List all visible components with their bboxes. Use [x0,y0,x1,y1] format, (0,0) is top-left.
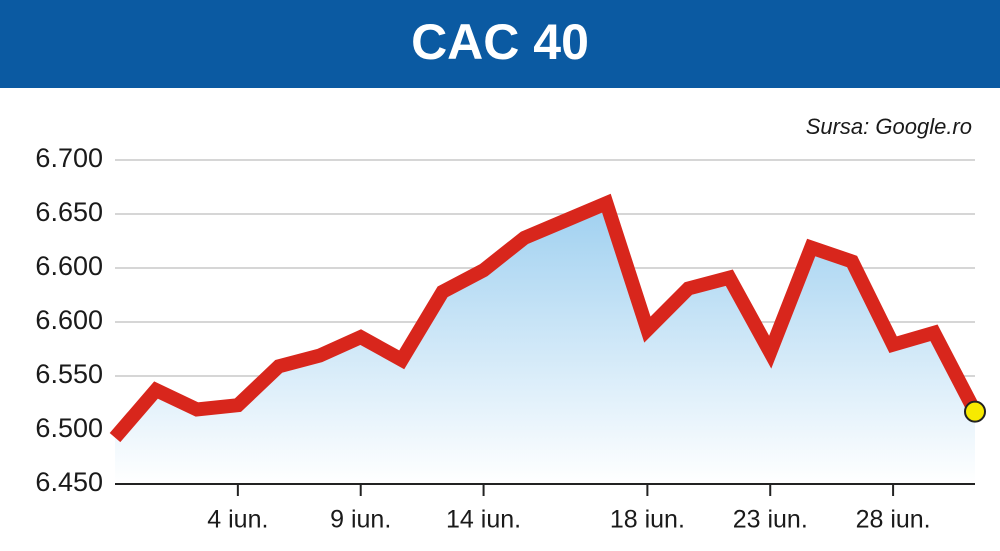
y-tick-label: 6.700 [35,143,103,173]
x-tick-label: 14 iun. [446,506,521,534]
chart-title: CAC 40 [411,14,589,70]
y-tick-label: 6.600 [35,305,103,335]
y-tick-label: 6.550 [35,359,103,389]
x-tick-label: 4 iun. [207,506,268,534]
source-note: Sursa: Google.ro [806,114,972,139]
x-tick-label: 18 iun. [610,506,685,534]
end-marker [964,400,986,423]
y-tick-label: 6.450 [35,467,103,497]
header-bar [0,0,1000,88]
y-tick-label: 6.650 [35,197,103,227]
x-tick-label: 23 iun. [733,506,808,534]
y-tick-label: 6.500 [35,413,103,443]
line [109,193,982,443]
y-tick-label: 6.600 [35,251,103,281]
area-fill [115,203,975,484]
x-tick-label: 9 iun. [330,506,391,534]
x-tick-label: 28 iun. [856,506,931,534]
